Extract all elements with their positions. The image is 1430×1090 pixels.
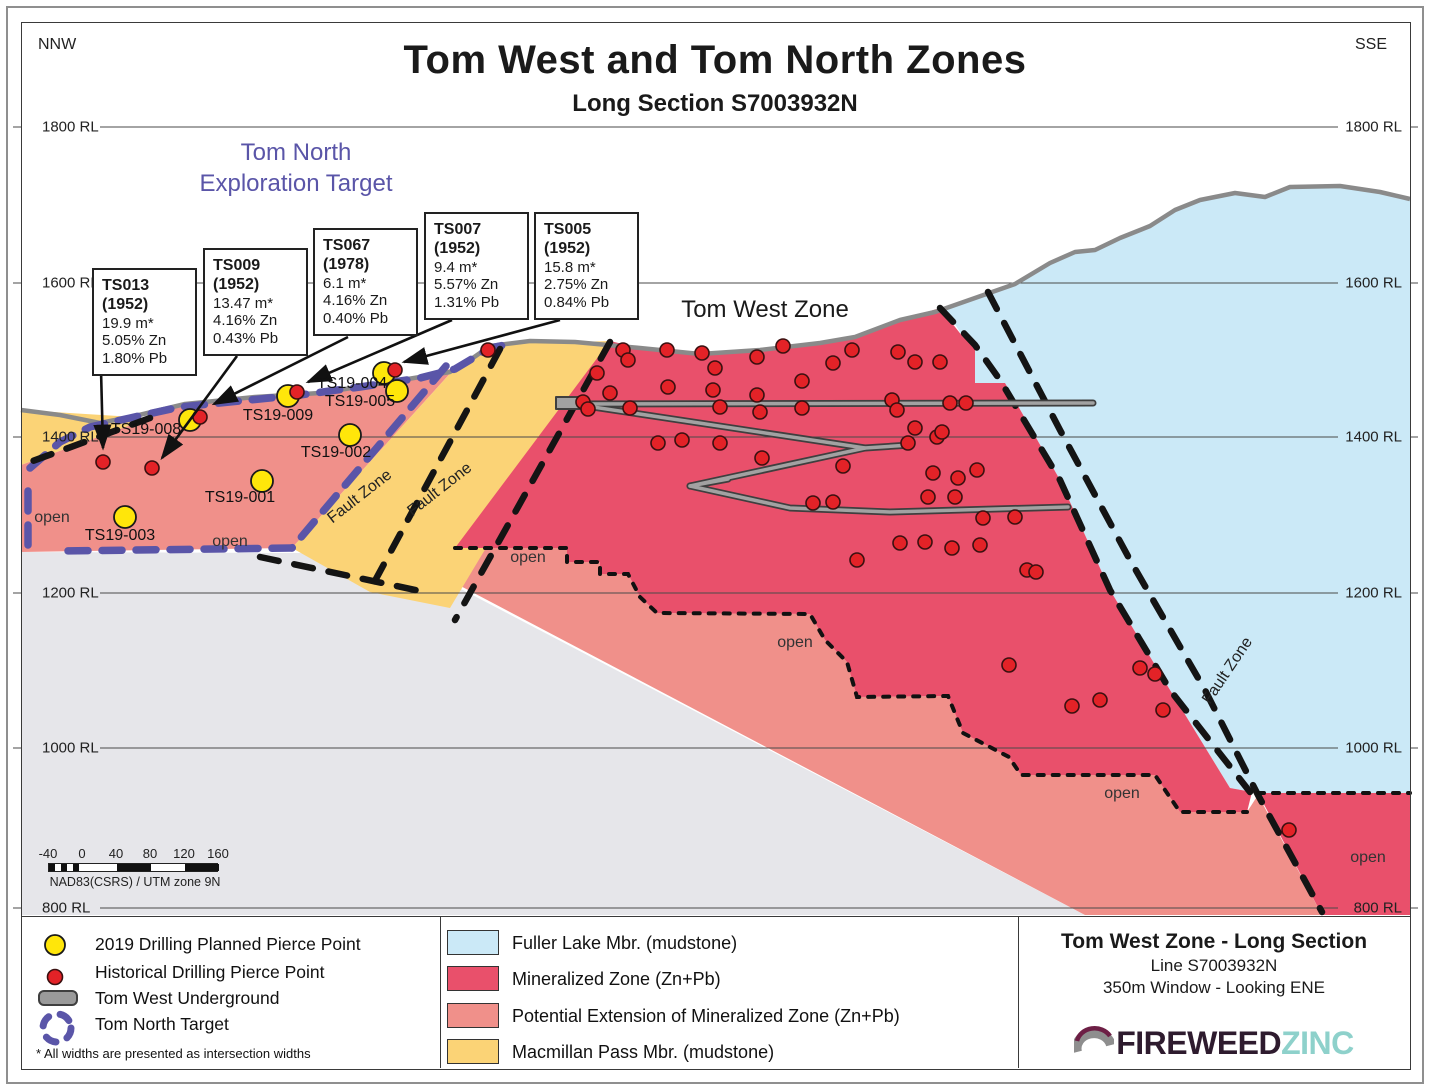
rl-label-right: 1400 RL: [1345, 428, 1402, 446]
info-line: 350m Window - Looking ENE: [1102, 978, 1326, 997]
callout-ts005: TS005 (1952) 15.8 m* 2.75% Zn 0.84% Pb: [534, 212, 639, 320]
legend-label: Tom West Underground: [95, 988, 280, 1008]
info-line: Line S7003932N: [1150, 956, 1278, 975]
legend-strip-border: [21, 916, 1411, 1070]
fireweed-logo-icon: [1071, 1026, 1117, 1054]
historical-pierce-point-icon: [46, 968, 64, 986]
planned-pierce-point-icon: [44, 934, 66, 956]
legend-divider-2: [1018, 916, 1019, 1068]
tom-north-target-label: Exploration Target: [199, 170, 393, 197]
zone-undifferentiated: [21, 552, 1085, 915]
legend-divider-1: [440, 916, 441, 1068]
swatch-fuller-lake: [447, 930, 499, 955]
zone-macmillan-fault-band: [292, 341, 610, 608]
rl-label-left: 1800 RL: [42, 118, 99, 136]
zone-mineralized-bottom-right: [1258, 793, 1410, 915]
fireweed-zinc-logo: FIREWEEDZINC: [1020, 1018, 1408, 1062]
orientation-nnw: NNW: [38, 36, 77, 53]
open-label: open: [1350, 849, 1386, 866]
scale-bar-graphic: [48, 863, 219, 872]
callout-ts009: TS009 (1952) 13.47 m* 4.16% Zn 0.43% Pb: [203, 248, 308, 356]
callout-ts067: TS067 (1978) 6.1 m* 4.16% Zn 0.40% Pb: [313, 228, 418, 336]
hole-label-ts19-005: TS19-005: [324, 393, 396, 410]
rl-gridlines: [13, 126, 1418, 909]
tom-north-target-label: Tom North: [240, 139, 352, 166]
hole-label-ts19-008: TS19-008: [110, 421, 182, 438]
scale-bar-caption: NAD83(CSRS) / UTM zone 9N: [49, 875, 221, 889]
unit-label: Fuller Lake Mbr. (mudstone): [512, 933, 738, 953]
scale-bar: -40 0 40 80 120 160 NAD83(CSRS) / UTM zo…: [39, 846, 240, 894]
legend-footnote: * All widths are presented as intersecti…: [36, 1046, 311, 1061]
historical-pierce-points: [95, 338, 1297, 838]
rl-label-right: 1600 RL: [1345, 274, 1402, 292]
hole-label-ts19-001: TS19-001: [204, 489, 276, 506]
callout-ts013: TS013 (1952) 19.9 m* 5.05% Zn 1.80% Pb: [92, 268, 197, 376]
open-label: open: [777, 634, 813, 651]
callout-ts007: TS007 (1952) 9.4 m* 5.57% Zn 1.31% Pb: [424, 212, 529, 320]
rl-label-left: 1600 RL: [42, 274, 99, 292]
unit-label: Mineralized Zone (Zn+Pb): [512, 969, 721, 989]
open-label: open: [212, 533, 248, 550]
hole-label-ts19-009: TS19-009: [242, 407, 314, 424]
figure-border: [6, 6, 1424, 1084]
hole-label-ts19-004: TS19-004: [316, 375, 388, 392]
page-subtitle: Long Section S7003932N: [572, 90, 858, 117]
unit-label: Macmillan Pass Mbr. (mudstone): [512, 1042, 775, 1062]
info-title: Tom West Zone - Long Section: [1060, 930, 1368, 953]
orientation-sse: SSE: [1355, 36, 1388, 53]
tom-west-zone-label: Tom West Zone: [681, 296, 849, 323]
callout-leader-arrows: [93, 318, 561, 461]
map-border: [21, 22, 1411, 918]
tom-west-underground-icon: [38, 990, 78, 1006]
rl-label-left: 1200 RL: [42, 584, 99, 602]
rl-label-right: 1200 RL: [1345, 584, 1402, 602]
swatch-macmillan: [447, 1039, 499, 1064]
page-title: Tom West and Tom North Zones: [403, 38, 1027, 82]
rl-label-right: 800 RL: [1353, 899, 1402, 917]
legend-label: Historical Drilling Pierce Point: [95, 962, 325, 982]
zone-fuller-lake: [945, 186, 1410, 793]
swatch-extension: [447, 1003, 499, 1028]
rl-label-left: 800 RL: [42, 899, 91, 917]
swatch-mineralized: [447, 966, 499, 991]
open-label: open: [34, 509, 70, 526]
open-label: open: [510, 549, 546, 566]
zone-extension-wedge: [415, 548, 1322, 915]
hole-label-ts19-002: TS19-002: [300, 444, 372, 461]
rl-label-right: 1000 RL: [1345, 739, 1402, 757]
tom-north-target-icon: [39, 1010, 75, 1046]
open-boundary-dotted: [453, 546, 1412, 814]
tom-west-underground-workings: [555, 396, 1097, 516]
open-label: open: [1104, 785, 1140, 802]
unit-label: Potential Extension of Mineralized Zone …: [512, 1006, 900, 1026]
legend-label: 2019 Drilling Planned Pierce Point: [95, 934, 361, 954]
rl-label-left: 1000 RL: [42, 739, 99, 757]
fault-lines: [26, 288, 1326, 916]
hole-label-ts19-003: TS19-003: [84, 527, 156, 544]
legend-label: Tom North Target: [95, 1014, 229, 1034]
rl-label-left: 1400 RL: [42, 428, 99, 446]
rl-label-right: 1800 RL: [1345, 118, 1402, 136]
tom-north-target-outline: [24, 341, 509, 555]
